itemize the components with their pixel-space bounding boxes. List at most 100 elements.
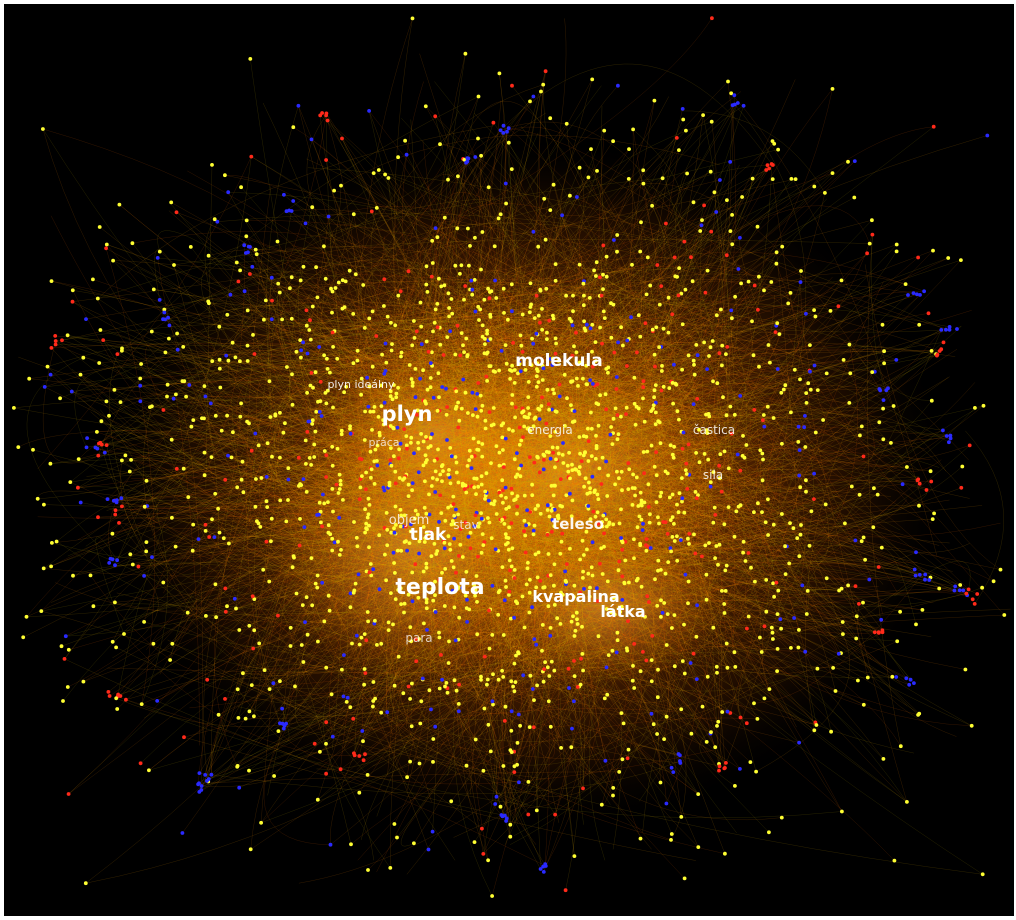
graph-node (941, 428, 945, 433)
graph-node (694, 343, 699, 347)
graph-node (453, 352, 458, 357)
graph-node (711, 470, 716, 474)
graph-node (334, 482, 339, 487)
graph-node (524, 523, 528, 528)
graph-node (661, 384, 666, 389)
graph-node (681, 430, 686, 435)
graph-node (867, 241, 872, 246)
graph-node (980, 585, 984, 590)
graph-node (598, 275, 602, 280)
graph-node (540, 327, 544, 332)
graph-node (912, 681, 916, 685)
graph-node (770, 630, 775, 635)
graph-node (880, 322, 885, 327)
graph-node (323, 391, 328, 395)
graph-node (416, 470, 421, 475)
graph-node (666, 295, 671, 300)
graph-node (310, 603, 315, 608)
graph-node (318, 399, 323, 404)
graph-node (644, 292, 649, 297)
graph-node (839, 278, 844, 283)
graph-node (694, 677, 699, 681)
graph-node (451, 502, 456, 506)
graph-node (663, 469, 668, 474)
graph-node (454, 688, 459, 693)
graph-node (833, 689, 838, 693)
graph-node (107, 413, 111, 418)
graph-node (806, 381, 811, 386)
graph-node (626, 619, 630, 623)
graph-node (586, 506, 591, 511)
graph-node (278, 410, 282, 415)
graph-node (918, 293, 922, 297)
graph-node (700, 218, 704, 223)
graph-node (102, 450, 107, 455)
graph-node (588, 378, 592, 383)
graph-node (527, 310, 532, 315)
graph-node (347, 268, 352, 273)
graph-node (686, 536, 690, 541)
graph-node (278, 498, 283, 503)
graph-node (467, 263, 471, 268)
graph-node (421, 368, 425, 373)
graph-node (789, 646, 793, 650)
graph-node (418, 721, 423, 726)
graph-node (568, 546, 572, 551)
graph-node (830, 171, 835, 176)
graph-node (247, 768, 251, 773)
graph-node (355, 544, 360, 549)
graph-node (683, 287, 688, 292)
graph-node (53, 339, 58, 343)
graph-node (776, 588, 781, 593)
graph-node (764, 578, 769, 582)
graph-node (497, 463, 502, 468)
graph-node (585, 491, 590, 496)
graph-node (572, 699, 576, 704)
graph-node (337, 553, 342, 557)
graph-node (163, 317, 168, 322)
graph-node (1002, 613, 1007, 617)
graph-node (670, 515, 675, 519)
graph-node (616, 340, 620, 345)
graph-node (409, 522, 413, 527)
graph-node (265, 505, 270, 509)
graph-node (307, 328, 312, 332)
graph-node (534, 642, 539, 647)
graph-node (639, 498, 644, 503)
graph-node (107, 694, 112, 698)
graph-node (501, 131, 506, 135)
graph-node (511, 429, 515, 433)
graph-node (808, 369, 812, 374)
graph-node (792, 616, 796, 620)
graph-node (398, 289, 403, 294)
graph-node (407, 541, 412, 545)
graph-node (485, 328, 489, 333)
graph-node (769, 625, 774, 630)
graph-node (49, 346, 54, 350)
graph-node (762, 696, 767, 701)
graph-node (601, 309, 606, 314)
graph-node (371, 171, 376, 176)
graph-node (567, 450, 571, 455)
graph-node (537, 470, 542, 475)
graph-node (880, 628, 885, 633)
graph-node (290, 565, 295, 570)
graph-node (548, 456, 553, 461)
graph-node (465, 620, 469, 624)
graph-node (162, 310, 167, 315)
graph-node (287, 208, 291, 213)
graph-node (614, 375, 619, 379)
graph-node (485, 350, 490, 355)
graph-node (242, 289, 247, 294)
graph-node (500, 565, 505, 569)
graph-node (720, 343, 725, 348)
graph-node (445, 335, 450, 339)
graph-node (304, 462, 308, 466)
graph-node (405, 548, 409, 553)
graph-node (511, 684, 515, 689)
graph-node (345, 695, 350, 700)
graph-node (173, 544, 178, 549)
graph-node (180, 379, 185, 383)
graph-node (424, 561, 429, 566)
graph-node (527, 610, 532, 615)
